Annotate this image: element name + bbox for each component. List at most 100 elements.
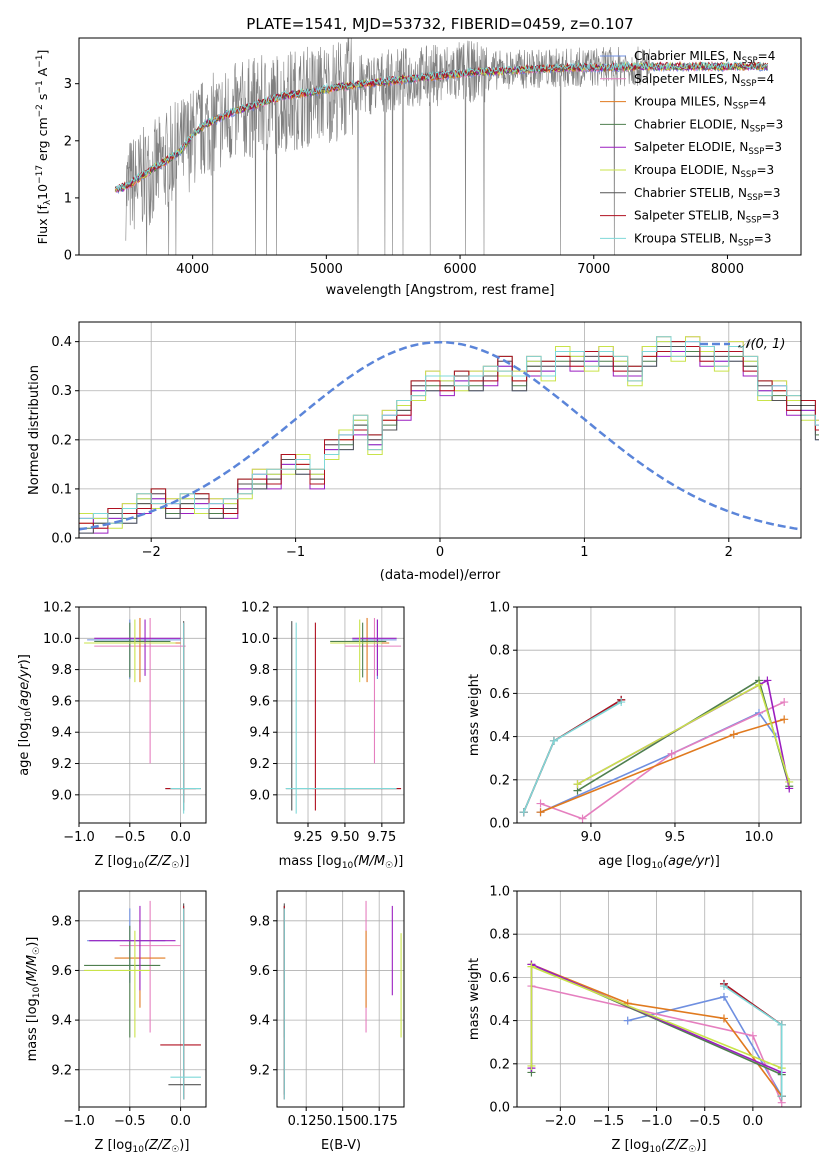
- mass-weight-line-kroupa-miles: [531, 963, 783, 1097]
- y-tick-label: 0.6: [489, 687, 510, 702]
- mass-weight-marker-kroupa-elodie: [527, 962, 536, 971]
- y-tick-label: 9.6: [249, 694, 270, 709]
- mass-weight-marker-kroupa-miles: [719, 1014, 728, 1023]
- model-spectrum-kroupa-stelib: [114, 61, 768, 191]
- spectrum-data-lines: [125, 37, 650, 256]
- x-tick-label: 0.175: [361, 1114, 398, 1129]
- mw-vs-z-ylabel: mass weight: [467, 958, 482, 1040]
- y-tick-label: 9.8: [51, 914, 72, 929]
- mass-weight-marker-kroupa-stelib: [519, 808, 528, 817]
- x-tick-label: 0: [436, 545, 444, 560]
- mass-weight-marker-kroupa-elodie: [527, 1061, 536, 1070]
- y-tick-label: 9.4: [51, 726, 72, 741]
- histogram-chabrier-miles: [79, 341, 819, 534]
- mw-vs-age-xlabel: age [log10(age/yr)]: [598, 854, 720, 871]
- y-tick-label: 9.6: [51, 694, 72, 709]
- histogram-kroupa-elodie: [79, 336, 819, 529]
- mass-weight-line-chabrier-stelib: [522, 699, 622, 813]
- y-tick-label: 0.2: [51, 433, 72, 448]
- mw-vs-z-axes-frame: [516, 890, 802, 1108]
- y-tick-label: 0.0: [489, 1101, 510, 1116]
- mass-weight-line-kroupa-stelib: [522, 701, 622, 813]
- x-tick-label: 1: [580, 545, 588, 560]
- x-tick-label: 0.0: [170, 830, 191, 845]
- gaussian-curve: [78, 340, 802, 531]
- age-vs-z-panel: −1.0 −0.5 0.0 9.0 9.2 9.4 9.6 9.8 10.0 10.2 Z [lo…: [17, 601, 207, 871]
- y-tick-label: 9.6: [51, 964, 72, 979]
- x-tick-label: 9.75: [367, 830, 396, 845]
- mass-weight-marker-kroupa-miles: [780, 715, 789, 724]
- mass-weight-marker-kroupa-stelib: [617, 698, 626, 707]
- y-tick-label: 9.8: [249, 914, 270, 929]
- mass-weight-marker-salpeter-miles: [748, 1031, 757, 1040]
- y-tick-label: 0.8: [489, 928, 510, 943]
- y-tick-label: 9.2: [249, 1063, 270, 1078]
- legend-label-salpeter-elodie: Salpeter ELODIE, NSSP=3: [634, 140, 782, 157]
- x-tick-label: 9.25: [294, 830, 323, 845]
- x-tick-label: −1.0: [63, 1114, 95, 1129]
- y-tick-label: 1.0: [489, 885, 510, 900]
- mass-weight-line-chabrier-elodie: [577, 679, 790, 792]
- mass-weight-marker-kroupa-elodie: [573, 780, 582, 789]
- mass-vs-z-errorbars: [84, 900, 201, 1100]
- mass-weight-line-salpeter-stelib: [522, 699, 622, 813]
- mass-weight-marker-kroupa-elodie: [785, 777, 794, 786]
- mass-vs-z-ylabel: mass [log10(M/M☉)]: [25, 937, 42, 1062]
- spectrum-model-lines: [114, 60, 769, 195]
- mass-weight-marker-kroupa-stelib: [719, 982, 728, 991]
- mass-vs-ebv-axes-frame: [276, 890, 405, 1108]
- y-tick-label: 2: [64, 134, 72, 149]
- y-tick-label: 0.8: [489, 644, 510, 659]
- y-tick-label: 0.3: [51, 384, 72, 399]
- y-tick-label: 0.0: [51, 532, 72, 547]
- mass-weight-marker-kroupa-stelib: [777, 1020, 786, 1029]
- mass-vs-ebv-xlabel: E(B-V): [321, 1138, 361, 1153]
- x-tick-label: 0.0: [743, 1114, 764, 1129]
- mass-vs-z-axes-frame: [78, 890, 207, 1108]
- x-tick-label: −2: [142, 545, 161, 560]
- mass-weight-line-salpeter-miles: [540, 701, 785, 820]
- age-vs-mass-errorbars: [285, 617, 402, 814]
- y-tick-label: 10.0: [43, 632, 72, 647]
- mass-vs-ebv-ticks: 0.125 0.150 0.175 9.2 9.4 9.6 9.8: [249, 914, 397, 1129]
- x-tick-label: 9.0: [581, 830, 602, 845]
- residual-ticks: −2 −1 0 1 2 0.0 0.1 0.2 0.3 0.4: [51, 335, 733, 560]
- mw-vs-z-xlabel: Z [log10(Z/Z☉)]: [612, 1138, 707, 1155]
- x-tick-label: −0.5: [689, 1114, 721, 1129]
- mass-weight-marker-chabrier-miles: [719, 992, 728, 1001]
- figure-title: PLATE=1541, MJD=53732, FIBERID=0459, z=0…: [246, 15, 633, 33]
- histogram-salpeter-miles: [79, 336, 819, 529]
- mass-weight-marker-kroupa-elodie: [754, 680, 763, 689]
- histogram-salpeter-stelib: [79, 341, 819, 529]
- x-tick-label: 5000: [310, 262, 343, 277]
- legend-label-kroupa-stelib: Kroupa STELIB, NSSP=3: [634, 231, 772, 248]
- age-vs-mass-axes-frame: [276, 606, 405, 824]
- mw-vs-z-lines: [527, 960, 786, 1107]
- mw-vs-age-ylabel: mass weight: [467, 674, 482, 756]
- residual-xlabel: (data-model)/error: [380, 568, 501, 583]
- mass-vs-ebv-grid: [277, 891, 404, 1107]
- mw-vs-age-lines: [519, 676, 794, 823]
- legend-label-kroupa-elodie: Kroupa ELODIE, NSSP=3: [634, 163, 774, 180]
- mass-weight-line-kroupa-elodie: [577, 683, 790, 785]
- mass-weight-marker-salpeter-miles: [578, 814, 587, 823]
- mass-weight-marker-chabrier-miles: [623, 1016, 632, 1025]
- y-tick-label: 0.0: [489, 817, 510, 832]
- mass-weight-marker-salpeter-miles: [667, 749, 676, 758]
- x-tick-label: −1: [286, 545, 305, 560]
- x-tick-label: −1.0: [63, 830, 95, 845]
- x-tick-label: −2.0: [545, 1114, 577, 1129]
- spectrum-xlabel: wavelength [Angstrom, rest frame]: [326, 283, 555, 298]
- y-tick-label: 0.2: [489, 1057, 510, 1072]
- mass-weight-marker-salpeter-miles: [780, 698, 789, 707]
- mass-weight-marker-salpeter-miles: [536, 799, 545, 808]
- y-tick-label: 0.4: [489, 1014, 510, 1029]
- y-tick-label: 1.0: [489, 601, 510, 616]
- x-tick-label: −0.5: [114, 830, 146, 845]
- y-tick-label: 9.4: [249, 726, 270, 741]
- mass-vs-ebv-panel: 0.125 0.150 0.175 9.2 9.4 9.6 9.8 E(B-V): [249, 890, 405, 1153]
- residual-grid: [79, 322, 801, 539]
- y-tick-label: 9.2: [51, 757, 72, 772]
- x-tick-label: 9.50: [330, 830, 359, 845]
- spectrum-axes-frame: [78, 37, 802, 256]
